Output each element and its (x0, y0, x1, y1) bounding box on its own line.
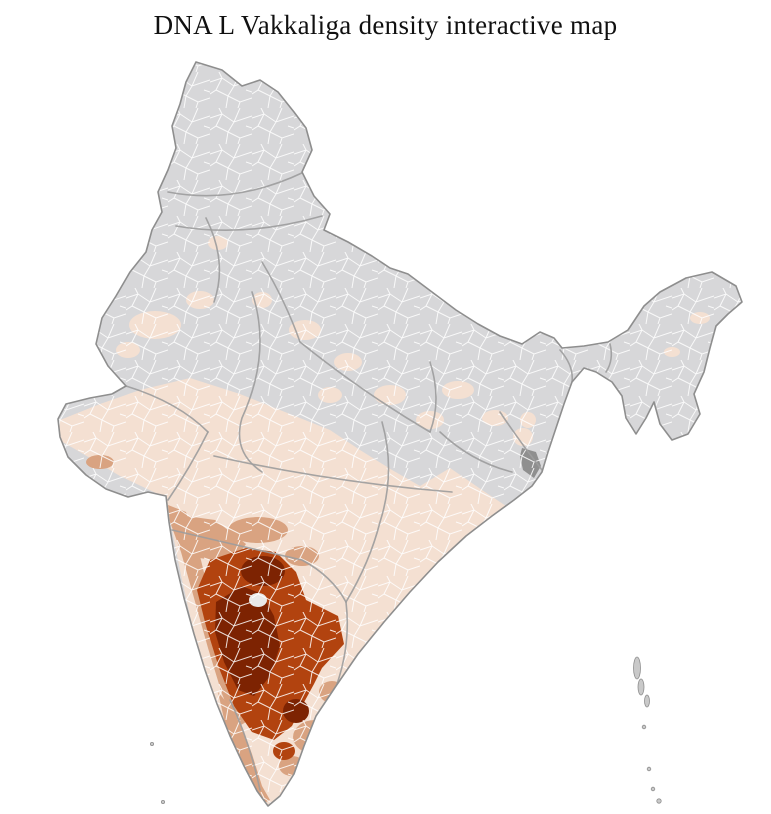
lakshadweep-islands[interactable] (149, 742, 165, 805)
state-border-line (299, 341, 431, 433)
state-border-line (167, 171, 305, 197)
district-mesh-overlay (58, 62, 742, 806)
andaman-nicobar-islands[interactable] (633, 656, 662, 804)
island-shape (656, 798, 662, 804)
state-border-line (175, 215, 323, 232)
island-shape (650, 786, 656, 792)
state-border-line (205, 217, 221, 303)
state-border-line (213, 455, 453, 493)
state-border-line (499, 411, 543, 471)
state-border-line (238, 291, 263, 473)
state-border-line (167, 431, 209, 501)
state-border-line (429, 361, 437, 433)
island-shape (646, 766, 652, 772)
state-border-line (559, 349, 574, 383)
island-shape (633, 656, 641, 680)
island-shape (160, 800, 165, 805)
state-border-line (605, 343, 613, 373)
state-border-line (345, 421, 390, 603)
state-border-line (171, 529, 347, 603)
state-border-line (229, 699, 261, 791)
island-shape (641, 724, 647, 730)
state-border-line (261, 261, 301, 343)
island-shape (637, 678, 645, 696)
island-shape (149, 742, 154, 747)
state-border-line (125, 385, 209, 433)
island-shape (644, 694, 650, 708)
state-border-line (439, 431, 513, 473)
